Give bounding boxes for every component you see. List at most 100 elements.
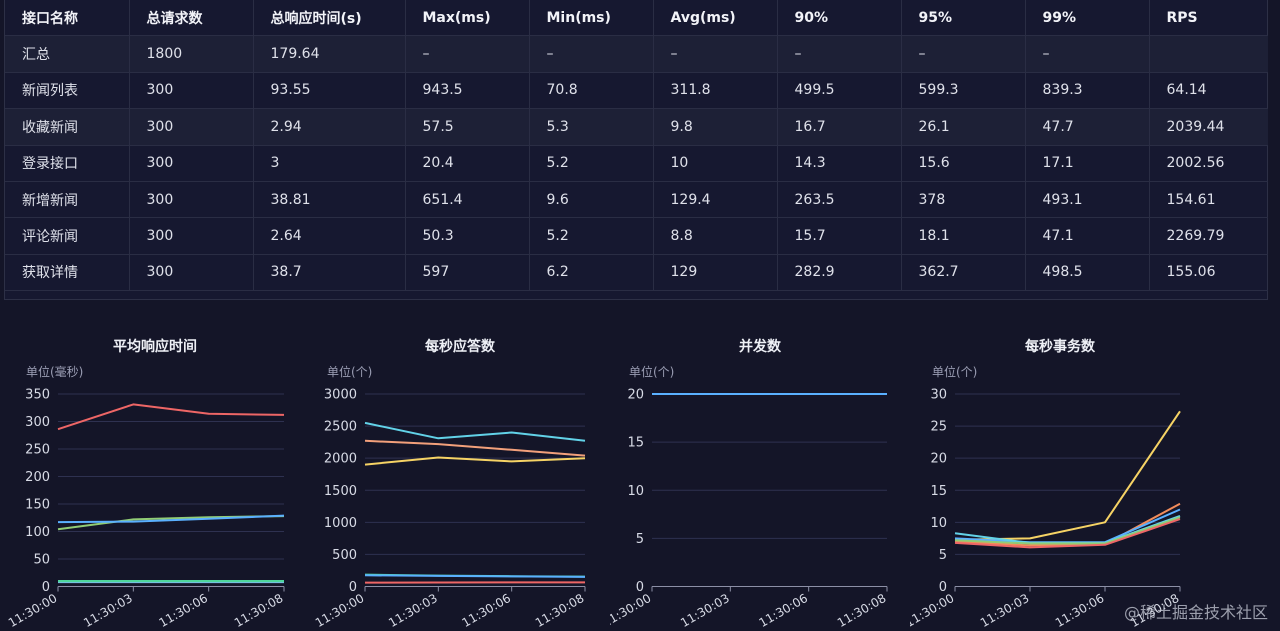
table-cell: 943.5 [405,72,530,110]
table-cell: 17.1 [1025,145,1150,182]
y-tick-label: 2500 [324,420,357,435]
table-cell: 2002.56 [1149,145,1268,182]
table-cell: 9.8 [653,108,778,146]
table-cell: 300 [129,145,254,182]
col-header-avg: Avg(ms) [653,0,778,37]
x-tick-label: 11:30:08 [232,591,286,630]
chart-svg: 单位(个) 0 5 10 15 20 11:30:00 11:30:03 11:30:06 11:… [610,364,889,630]
col-header-max: Max(ms) [405,0,530,37]
y-tick-label: 2000 [324,452,357,467]
series-line [364,421,586,442]
table-cell: 5.2 [529,145,654,182]
y-tick-label: 20 [627,388,644,403]
table-cell: 38.81 [253,181,406,219]
col-header-total-time: 总响应时间(s) [253,0,406,37]
watermark: @稀土掘金技术社区 [1123,603,1268,622]
table-cell: 154.61 [1149,181,1268,219]
table-cell: 64.14 [1149,72,1268,110]
chart-title: 每秒事务数 [1025,339,1095,355]
table-cell: 499.5 [777,72,902,110]
chart-concurrency: 并发数 单位(个) 0 5 10 15 20 11:30:00 11:30:03 11:30:0… [610,322,910,631]
series-line [364,439,586,457]
y-tick-label: 350 [25,388,50,403]
table-cell: 16.7 [777,108,902,146]
y-tick-label: 300 [25,415,50,430]
x-tick-label: 11:30:03 [978,591,1032,630]
col-header-p90: 90% [777,0,902,37]
chart-avg-response-time: 平均响应时间 单位(毫秒) 0 50 100 150 200 250 300 350 11:30:… [0,322,310,631]
table-cell: 300 [129,254,254,292]
table-row: 汇总 1800 179.64 – – – – – – [5,35,1268,73]
table-header-row: 接口名称 总请求数 总响应时间(s) Max(ms) Min(ms) Avg(m… [5,0,1268,37]
table-cell: 15.6 [901,145,1026,182]
table-row: 新闻列表 300 93.55 943.5 70.8 311.8 499.5 59… [5,72,1268,110]
series-line [954,502,1181,547]
y-tick-label: 50 [33,553,50,568]
table-cell: 179.64 [253,35,406,73]
chart-svg: 单位(个) 0 5 10 15 20 25 30 11:30:00 11:30:03 11:30:0… [910,364,1182,630]
series-line [954,410,1181,541]
x-tick-label: 11:30:03 [386,591,440,630]
table-cell: 597 [405,254,530,292]
unit-label: 单位(个) [932,364,977,379]
table-cell: 70.8 [529,72,654,110]
table-cell: – [529,35,654,73]
y-tick-label: 5 [939,548,947,563]
series-line [954,516,1181,545]
col-header-total-requests: 总请求数 [129,0,254,37]
col-header-rps: RPS [1149,0,1268,37]
unit-label: 单位(个) [327,364,372,379]
unit-label: 单位(个) [629,364,674,379]
series-line [364,456,586,466]
y-tick-label: 10 [930,516,947,531]
y-tick-label: 25 [930,420,947,435]
table-cell: 263.5 [777,181,902,219]
x-tick-label: 11:30:00 [910,591,957,630]
table-cell: 5.3 [529,108,654,146]
stats-table: 接口名称 总请求数 总响应时间(s) Max(ms) Min(ms) Avg(m… [5,0,1268,292]
x-tick-label: 11:30:00 [6,591,60,630]
table-cell: 9.6 [529,181,654,219]
table-cell: 651.4 [405,181,530,219]
table-cell: 2.64 [253,217,406,255]
table-cell: – [1025,35,1150,73]
stats-table-container: 接口名称 总请求数 总响应时间(s) Max(ms) Min(ms) Avg(m… [4,0,1268,300]
y-tick-label: 1000 [324,516,357,531]
y-tick-label: 15 [627,436,644,451]
x-tick-label: 11:30:08 [533,591,587,630]
table-row: 收藏新闻 300 2.94 57.5 5.3 9.8 16.7 26.1 47.… [5,108,1268,146]
table-row: 新增新闻 300 38.81 651.4 9.6 129.4 263.5 378… [5,181,1268,219]
table-cell: 282.9 [777,254,902,292]
y-tick-label: 10 [627,484,644,499]
table-cell: 300 [129,217,254,255]
chart-transactions-per-second: 每秒事务数 单位(个) 0 5 10 15 20 25 30 11:30:00 11:30:03 1… [910,322,1210,631]
chart-responses-per-second: 每秒应答数 单位(个) 0 500 1000 1500 2000 2500 3000 11:30… [310,322,610,631]
table-row: 评论新闻 300 2.64 50.3 5.2 8.8 15.7 18.1 47.… [5,217,1268,255]
table-cell: 14.3 [777,145,902,182]
x-tick-label: 11:30:06 [156,591,210,630]
table-cell: 1800 [129,35,254,73]
table-cell: 129 [653,254,778,292]
chart-svg: 单位(个) 0 500 1000 1500 2000 2500 3000 11:30:00 11:… [313,364,587,630]
x-tick-label: 11:30:06 [1053,591,1107,630]
table-cell: 155.06 [1149,254,1268,292]
x-tick-label: 11:30:00 [610,591,654,630]
chart-title: 平均响应时间 [113,339,197,355]
table-cell: 47.7 [1025,108,1150,146]
table-cell: 378 [901,181,1026,219]
table-cell: 10 [653,145,778,182]
x-tick-label: 11:30:06 [756,591,810,630]
table-cell: 6.2 [529,254,654,292]
y-tick-label: 30 [930,388,947,403]
table-cell: 311.8 [653,72,778,110]
table-cell: – [653,35,778,73]
y-tick-label: 0 [349,580,357,595]
table-cell: 498.5 [1025,254,1150,292]
unit-label: 单位(毫秒) [26,364,83,379]
table-cell: – [405,35,530,73]
col-header-name: 接口名称 [5,0,130,37]
col-header-p99: 99% [1025,0,1150,37]
table-cell: 20.4 [405,145,530,182]
table-cell: 新闻列表 [5,72,130,110]
table-cell: 登录接口 [5,145,130,182]
